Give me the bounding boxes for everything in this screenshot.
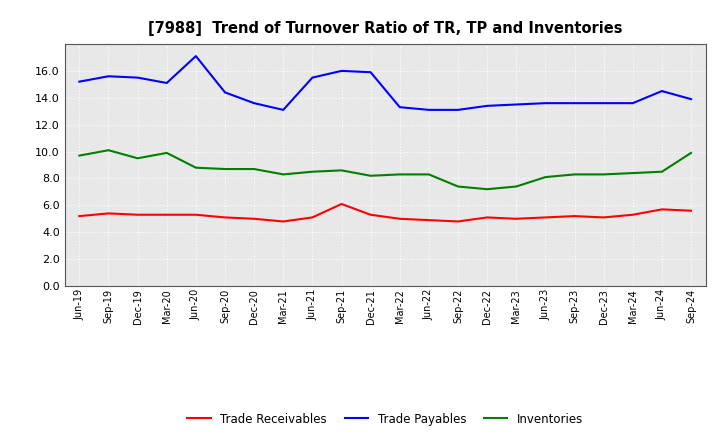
Inventories [366,173,375,178]
Trade Receivables [483,215,492,220]
Inventories [104,147,113,153]
Inventories [395,172,404,177]
Inventories [220,166,229,172]
Trade Receivables [75,213,84,219]
Trade Receivables [512,216,521,221]
Inventories [570,172,579,177]
Trade Payables [75,79,84,84]
Trade Receivables [570,213,579,219]
Trade Payables [512,102,521,107]
Trade Receivables [250,216,258,221]
Trade Payables [657,88,666,94]
Inventories [541,175,550,180]
Trade Receivables [629,212,637,217]
Trade Payables [425,107,433,113]
Inventories [279,172,287,177]
Trade Receivables [366,212,375,217]
Trade Payables [454,107,462,113]
Trade Receivables [337,202,346,207]
Inventories [75,153,84,158]
Trade Receivables [192,212,200,217]
Trade Payables [133,75,142,80]
Trade Payables [220,90,229,95]
Inventories [657,169,666,174]
Trade Receivables [308,215,317,220]
Trade Receivables [220,215,229,220]
Inventories [483,187,492,192]
Trade Receivables [599,215,608,220]
Inventories [454,184,462,189]
Trade Payables [687,96,696,102]
Trade Receivables [687,208,696,213]
Inventories [337,168,346,173]
Inventories [599,172,608,177]
Trade Payables [629,100,637,106]
Trade Payables [541,100,550,106]
Inventories [133,156,142,161]
Title: [7988]  Trend of Turnover Ratio of TR, TP and Inventories: [7988] Trend of Turnover Ratio of TR, TP… [148,21,623,36]
Inventories [308,169,317,174]
Trade Receivables [279,219,287,224]
Trade Payables [599,100,608,106]
Trade Payables [308,75,317,80]
Trade Payables [279,107,287,113]
Trade Receivables [454,219,462,224]
Line: Trade Receivables: Trade Receivables [79,204,691,221]
Inventories [250,166,258,172]
Trade Receivables [541,215,550,220]
Legend: Trade Receivables, Trade Payables, Inventories: Trade Receivables, Trade Payables, Inven… [182,408,588,430]
Inventories [629,170,637,176]
Trade Payables [104,73,113,79]
Trade Receivables [104,211,113,216]
Trade Payables [250,100,258,106]
Trade Receivables [657,207,666,212]
Line: Trade Payables: Trade Payables [79,56,691,110]
Inventories [192,165,200,170]
Inventories [425,172,433,177]
Inventories [512,184,521,189]
Trade Payables [192,53,200,59]
Trade Payables [483,103,492,109]
Trade Receivables [425,217,433,223]
Inventories [163,150,171,156]
Line: Inventories: Inventories [79,150,691,189]
Trade Receivables [133,212,142,217]
Inventories [687,150,696,156]
Trade Payables [570,100,579,106]
Trade Receivables [163,212,171,217]
Trade Payables [163,81,171,86]
Trade Payables [395,105,404,110]
Trade Payables [366,70,375,75]
Trade Payables [337,68,346,73]
Trade Receivables [395,216,404,221]
